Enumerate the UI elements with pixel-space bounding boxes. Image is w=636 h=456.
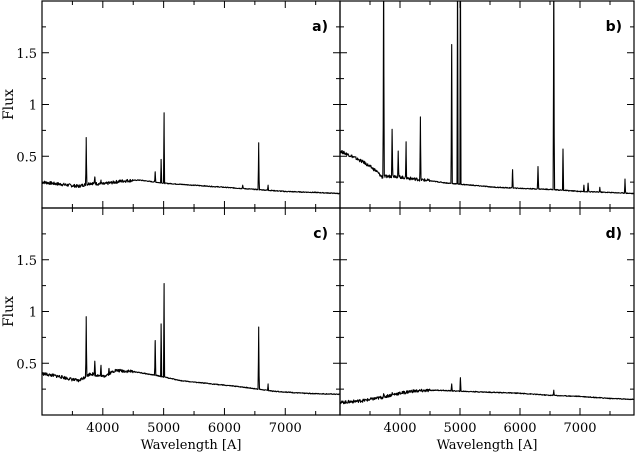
panel-label: a)	[312, 19, 328, 35]
spectrum-line-c	[42, 283, 340, 396]
x-tick-label: 6000	[503, 421, 536, 436]
panel-label: c)	[313, 226, 328, 242]
panel-frame	[41, 207, 341, 416]
panel-label: d)	[606, 226, 622, 242]
x-tick-label: 7000	[563, 421, 596, 436]
x-axis-label: Wavelength [A]	[437, 438, 538, 453]
panel-frame	[339, 207, 635, 416]
x-tick-label: 5000	[147, 421, 180, 436]
x-axis-label: Wavelength [A]	[141, 438, 242, 453]
y-axis-label: Flux	[1, 89, 17, 120]
spectrum-line-a	[42, 112, 340, 195]
x-tick-label: 4000	[383, 421, 416, 436]
y-tick-label: 1	[29, 306, 37, 321]
y-axis-label: Flux	[1, 296, 17, 327]
y-tick-label: 1.5	[16, 254, 37, 269]
y-tick-label: 0.5	[16, 357, 37, 372]
x-tick-label: 7000	[269, 421, 302, 436]
y-tick-label: 1.5	[16, 47, 37, 62]
y-tick-label: 1	[29, 99, 37, 114]
x-tick-label: 5000	[443, 421, 476, 436]
panel-label: b)	[606, 19, 622, 35]
spectrum-line-d	[340, 377, 634, 405]
spectrum-line-b	[340, 1, 634, 195]
x-tick-label: 4000	[86, 421, 119, 436]
y-tick-label: 0.5	[16, 150, 37, 165]
x-tick-label: 6000	[208, 421, 241, 436]
